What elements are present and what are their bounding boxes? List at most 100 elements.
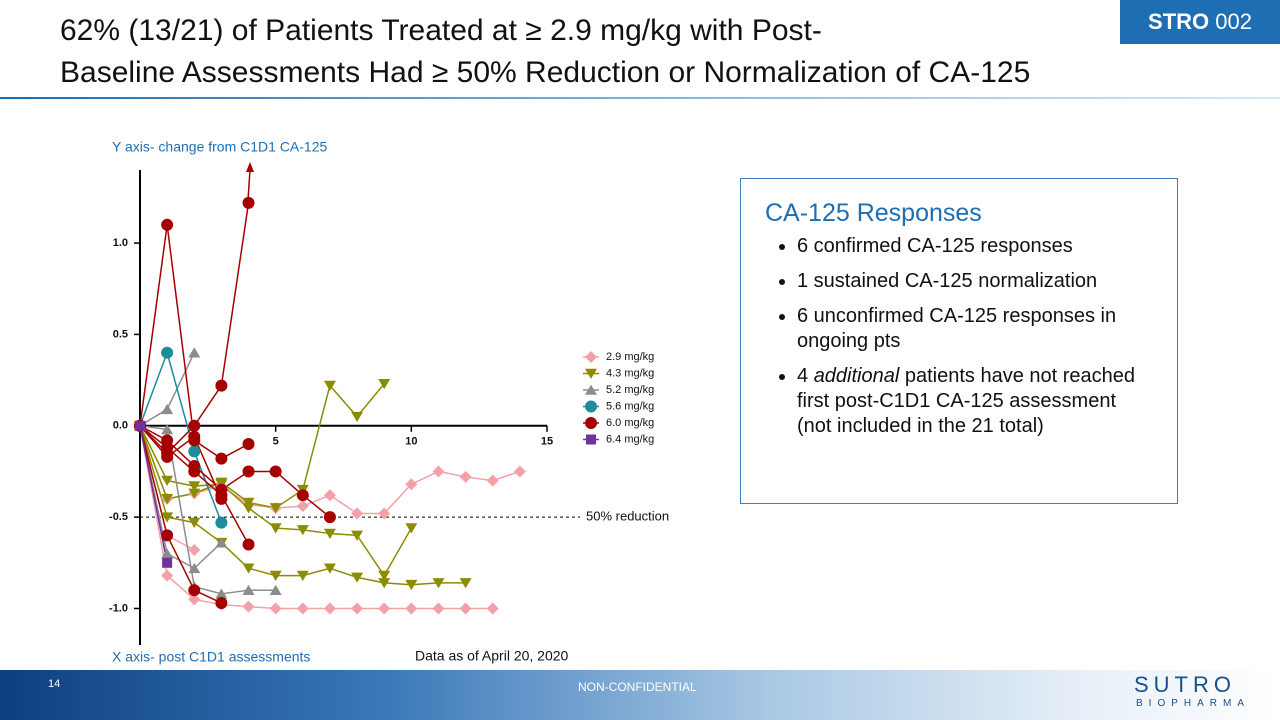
- marker: [161, 475, 174, 486]
- marker: [242, 497, 255, 508]
- marker: [161, 346, 174, 359]
- marker: [161, 450, 174, 463]
- legend-label: 5.2 mg/kg: [606, 384, 654, 396]
- marker: [513, 465, 526, 478]
- bullet-text: 6 unconfirmed CA-125 responses in ongoin…: [797, 305, 1117, 352]
- marker: [296, 570, 309, 581]
- patient-line: [139, 425, 168, 563]
- bullet: 1 sustained CA-125 normalization: [797, 269, 1153, 294]
- marker: [161, 441, 174, 454]
- marker: [296, 500, 309, 513]
- marker: [323, 563, 336, 574]
- note: Data as of April 20, 2020: [415, 648, 569, 664]
- legend-label: 6.4 mg/kg: [606, 433, 654, 445]
- marker: [188, 562, 201, 574]
- bullet-text: additional: [813, 365, 900, 387]
- page-number: 14: [48, 678, 61, 690]
- marker: [486, 474, 499, 487]
- marker: [161, 529, 174, 542]
- legend-marker: [585, 417, 597, 429]
- marker: [405, 602, 418, 615]
- marker: [215, 588, 228, 599]
- arrow-shaft: [247, 169, 251, 201]
- confidentiality: NON-CONFIDENTIAL: [578, 680, 697, 694]
- bullet-text: 6 confirmed CA-125 responses: [797, 235, 1073, 257]
- marker: [188, 593, 201, 606]
- marker: [242, 600, 255, 613]
- badge-bold: STRO: [1148, 9, 1210, 34]
- y-tick-label: -0.5: [109, 511, 128, 523]
- marker: [323, 602, 336, 615]
- legend-label: 6.0 mg/kg: [606, 417, 654, 429]
- marker: [215, 596, 228, 609]
- patient-line: [139, 425, 222, 604]
- bullet: 4 additional patients have not reached f…: [797, 364, 1153, 439]
- header-rule: [0, 97, 1280, 99]
- legend-marker: [585, 400, 597, 413]
- reference-label: 50% reduction: [586, 509, 669, 524]
- marker: [323, 380, 336, 391]
- x-tick-label: 10: [405, 436, 417, 448]
- marker: [188, 544, 201, 556]
- marker: [296, 489, 309, 502]
- marker: [323, 489, 336, 502]
- marker: [215, 452, 228, 465]
- marker: [161, 512, 174, 523]
- title-line: Baseline Assessments Had ≥ 50% Reduction…: [60, 56, 1031, 89]
- marker: [161, 218, 174, 231]
- marker: [269, 570, 282, 581]
- y-tick-label: 1.0: [113, 237, 128, 249]
- marker: [161, 403, 174, 415]
- y-tick-label: -1.0: [109, 602, 128, 614]
- marker: [215, 537, 228, 548]
- legend-marker: [585, 384, 597, 395]
- marker: [242, 538, 255, 551]
- legend-marker: [585, 351, 597, 363]
- marker: [188, 584, 201, 597]
- title-line: 62% (13/21) of Patients Treated at ≥ 2.9…: [60, 14, 822, 47]
- marker: [242, 584, 255, 595]
- x-tick-label: 15: [541, 436, 553, 448]
- marker: [459, 602, 472, 615]
- marker: [188, 465, 201, 478]
- marker: [242, 465, 255, 478]
- bullet-text: patients have not reached first post-C1D…: [797, 365, 1136, 437]
- marker: [215, 516, 228, 529]
- marker: [188, 488, 201, 499]
- marker: [323, 511, 336, 524]
- marker: [269, 523, 282, 534]
- marker: [269, 602, 282, 615]
- marker: [242, 503, 255, 514]
- marker: [351, 572, 364, 583]
- marker: [135, 420, 145, 431]
- marker: [188, 347, 201, 358]
- patient-line: [139, 350, 223, 523]
- marker: [378, 507, 391, 520]
- patient-line: [139, 425, 222, 570]
- patient-line: [139, 383, 385, 509]
- bullet-text: 4: [797, 365, 814, 387]
- legend-label: 4.3 mg/kg: [606, 367, 654, 379]
- marker: [323, 528, 336, 539]
- badge: STRO 002: [1120, 0, 1280, 44]
- marker: [269, 465, 282, 478]
- marker: [405, 579, 418, 591]
- marker: [351, 507, 364, 520]
- marker: [351, 530, 364, 541]
- arrow-head: [246, 162, 254, 172]
- legend-marker: [586, 434, 596, 445]
- marker: [162, 557, 173, 568]
- legend-label: 2.9 mg/kg: [606, 351, 654, 363]
- y-axis-label: Y axis- change from C1D1 CA-125: [112, 139, 327, 155]
- marker: [161, 494, 174, 505]
- patient-line: [139, 425, 223, 500]
- marker: [242, 563, 255, 574]
- marker: [378, 602, 391, 615]
- box-heading: CA-125 Responses: [765, 199, 982, 227]
- marker: [215, 492, 228, 505]
- marker: [161, 424, 174, 435]
- marker: [161, 548, 174, 559]
- legend-label: 5.6 mg/kg: [606, 400, 654, 412]
- footer: 14 NON-CONFIDENTIAL SUTRO BIOPHARMA: [0, 670, 1280, 720]
